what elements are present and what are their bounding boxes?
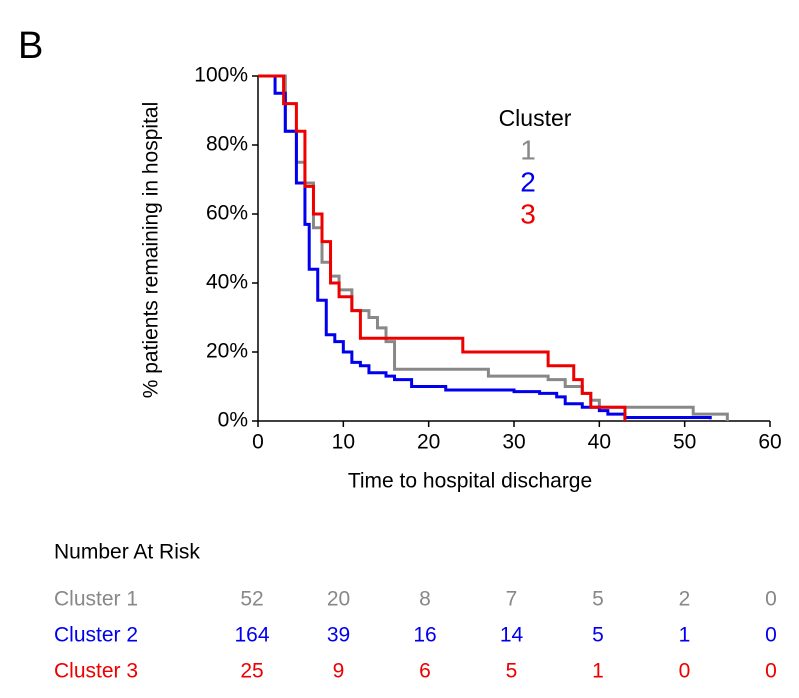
x-tick-label: 0 bbox=[252, 431, 264, 454]
survival-curve bbox=[258, 74, 729, 421]
risk-count: 5 bbox=[592, 624, 604, 647]
risk-row-label: Cluster 1 bbox=[54, 588, 138, 611]
risk-count: 164 bbox=[234, 624, 269, 647]
y-tick-label: 20% bbox=[206, 340, 248, 363]
x-tick-label: 20 bbox=[417, 431, 440, 454]
risk-count: 0 bbox=[765, 624, 777, 647]
risk-count: 8 bbox=[419, 588, 431, 611]
risk-row-label: Cluster 3 bbox=[54, 660, 138, 683]
risk-count: 14 bbox=[500, 624, 524, 647]
risk-count: 5 bbox=[592, 588, 604, 611]
risk-count: 9 bbox=[333, 660, 345, 683]
panel-label: B bbox=[18, 25, 43, 67]
risk-count: 5 bbox=[506, 660, 518, 683]
x-tick-label: 50 bbox=[673, 431, 696, 454]
legend-entry: 3 bbox=[520, 198, 536, 229]
x-tick-label: 60 bbox=[758, 431, 781, 454]
legend-entry: 1 bbox=[520, 134, 536, 165]
risk-table-title: Number At Risk bbox=[54, 541, 200, 564]
risk-count: 52 bbox=[240, 588, 263, 611]
x-tick-label: 40 bbox=[588, 431, 611, 454]
risk-count: 1 bbox=[592, 660, 604, 683]
risk-count: 20 bbox=[327, 588, 350, 611]
risk-count: 6 bbox=[419, 660, 431, 683]
risk-count: 0 bbox=[679, 660, 691, 683]
risk-count: 25 bbox=[240, 660, 263, 683]
risk-count: 0 bbox=[765, 588, 777, 611]
y-tick-label: 60% bbox=[206, 202, 248, 225]
risk-count: 39 bbox=[327, 624, 350, 647]
risk-count: 1 bbox=[679, 624, 691, 647]
risk-count: 0 bbox=[765, 660, 777, 683]
risk-count: 16 bbox=[413, 624, 436, 647]
x-axis-label: Time to hospital discharge bbox=[348, 470, 592, 493]
legend-entry: 2 bbox=[520, 166, 536, 197]
legend-title: Cluster bbox=[499, 105, 572, 131]
y-tick-label: 0% bbox=[218, 409, 248, 432]
risk-count: 7 bbox=[506, 588, 518, 611]
y-tick-label: 80% bbox=[206, 133, 248, 156]
survival-curve bbox=[258, 74, 712, 420]
y-tick-label: 100% bbox=[194, 64, 248, 87]
x-tick-label: 30 bbox=[502, 431, 525, 454]
x-tick-label: 10 bbox=[332, 431, 355, 454]
y-tick-label: 40% bbox=[206, 271, 248, 294]
risk-count: 2 bbox=[679, 588, 691, 611]
survival-curve bbox=[258, 74, 627, 421]
y-axis-label: % patients remaining in hospital bbox=[140, 102, 163, 399]
risk-row-label: Cluster 2 bbox=[54, 624, 138, 647]
